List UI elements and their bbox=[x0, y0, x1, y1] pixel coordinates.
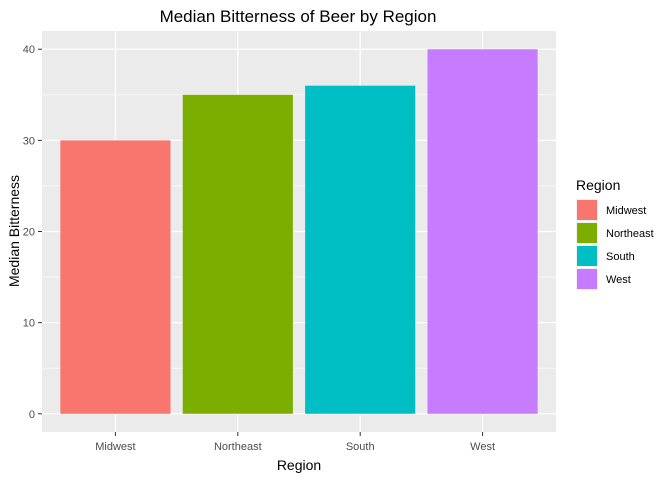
legend-swatch-northeast bbox=[577, 223, 597, 243]
legend-swatch-south bbox=[577, 246, 597, 266]
y-tick-label: 40 bbox=[23, 44, 35, 56]
bars bbox=[60, 49, 538, 414]
y-tick-label: 30 bbox=[23, 135, 35, 147]
legend-swatch-west bbox=[577, 269, 597, 289]
x-axis-title: Region bbox=[277, 457, 321, 473]
bar-midwest bbox=[60, 140, 171, 414]
y-tick-label: 20 bbox=[23, 227, 35, 239]
legend-label: South bbox=[606, 251, 635, 263]
bar-west bbox=[427, 49, 538, 414]
legend-swatch-midwest bbox=[577, 200, 597, 220]
bar-northeast bbox=[182, 94, 293, 414]
legend-label: Midwest bbox=[606, 205, 646, 217]
x-tick-label: Midwest bbox=[95, 441, 135, 453]
x-tick-label: South bbox=[346, 441, 375, 453]
bar-south bbox=[305, 85, 416, 414]
legend-label: Northeast bbox=[606, 228, 654, 240]
y-tick-label: 10 bbox=[23, 318, 35, 330]
legend: Region Midwest Northeast South West bbox=[576, 177, 654, 290]
y-axis-title: Median Bitterness bbox=[6, 175, 22, 287]
y-tick-label: 0 bbox=[29, 409, 35, 421]
x-tick-label: Northeast bbox=[214, 441, 262, 453]
legend-label: West bbox=[606, 274, 631, 286]
y-axis: 0 10 20 30 40 bbox=[23, 44, 42, 421]
x-tick-label: West bbox=[470, 441, 495, 453]
legend-title: Region bbox=[576, 177, 620, 193]
x-axis: Midwest Northeast South West bbox=[95, 432, 495, 453]
chart-title: Median Bitterness of Beer by Region bbox=[160, 7, 437, 26]
